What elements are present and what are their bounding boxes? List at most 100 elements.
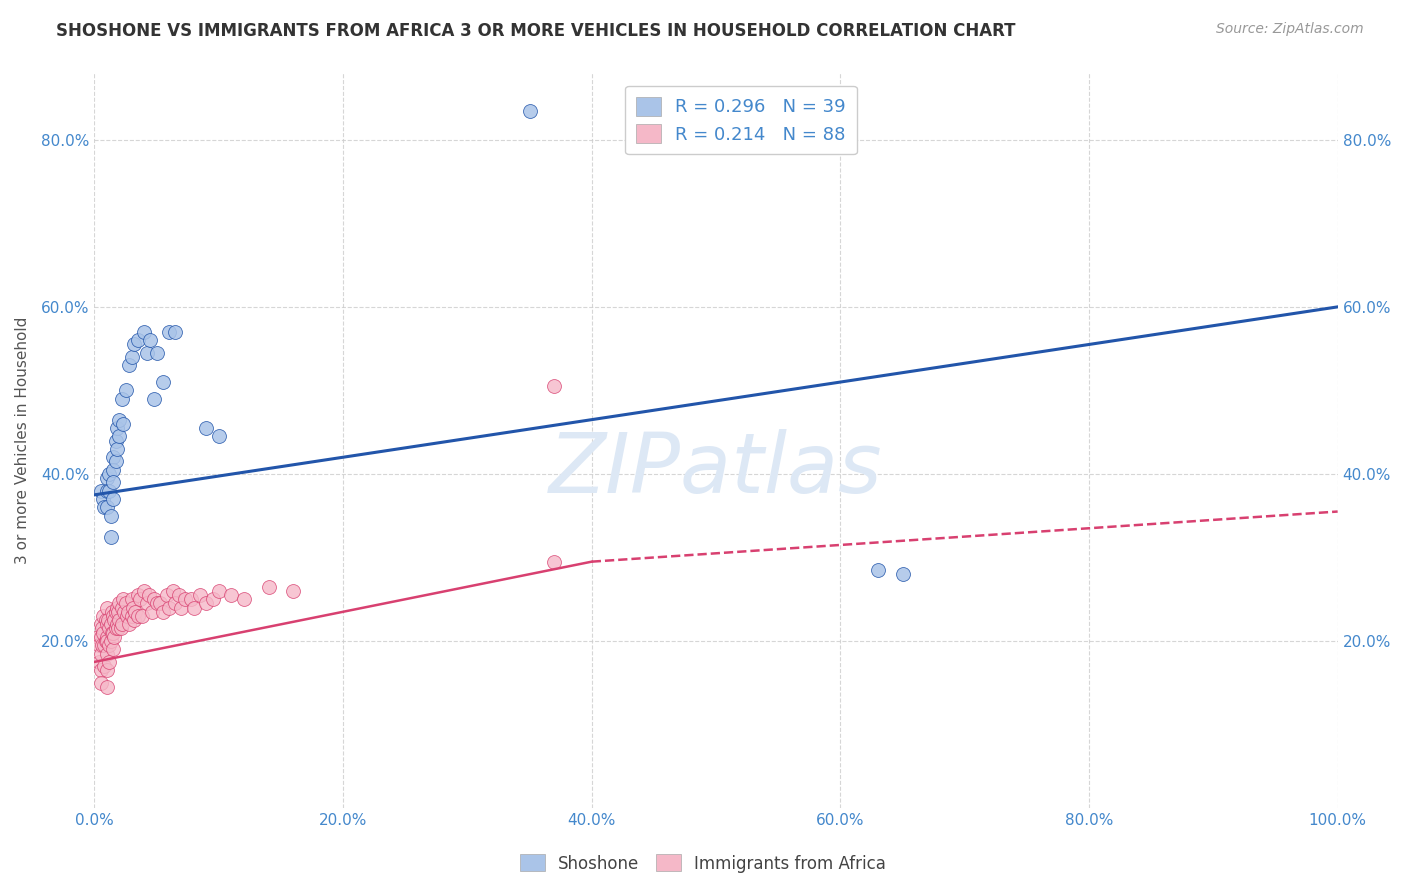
Point <box>105 442 128 456</box>
Point <box>103 613 125 627</box>
Point <box>165 596 187 610</box>
Point <box>90 630 112 644</box>
Point <box>129 592 152 607</box>
Point <box>94 613 117 627</box>
Point <box>219 588 242 602</box>
Point <box>104 605 127 619</box>
Point <box>105 421 128 435</box>
Point <box>866 563 889 577</box>
Point <box>188 588 211 602</box>
Point <box>96 471 118 485</box>
Text: SHOSHONE VS IMMIGRANTS FROM AFRICA 3 OR MORE VEHICLES IN HOUSEHOLD CORRELATION C: SHOSHONE VS IMMIGRANTS FROM AFRICA 3 OR … <box>56 22 1015 40</box>
Point <box>127 588 149 602</box>
Point <box>90 622 112 636</box>
Point <box>96 483 118 498</box>
Point <box>100 634 122 648</box>
Point <box>96 630 118 644</box>
Point <box>98 483 121 498</box>
Point <box>124 605 146 619</box>
Point <box>134 325 156 339</box>
Point <box>90 617 112 632</box>
Point <box>104 454 127 468</box>
Point <box>149 596 172 610</box>
Point <box>108 596 131 610</box>
Point <box>91 609 114 624</box>
Point <box>117 605 139 619</box>
Point <box>201 592 224 607</box>
Point <box>89 655 111 669</box>
Point <box>111 617 134 632</box>
Point <box>114 384 136 398</box>
Point <box>90 483 112 498</box>
Point <box>101 642 124 657</box>
Text: ZIPatlas: ZIPatlas <box>550 429 883 510</box>
Point <box>98 638 121 652</box>
Point <box>152 605 174 619</box>
Point <box>283 583 305 598</box>
Point <box>139 333 162 347</box>
Point <box>105 617 128 632</box>
Point <box>165 325 187 339</box>
Point <box>108 429 131 443</box>
Point <box>111 392 134 406</box>
Point <box>145 346 167 360</box>
Point <box>112 592 135 607</box>
Point <box>101 475 124 490</box>
Point <box>162 583 184 598</box>
Point <box>91 491 114 506</box>
Point <box>519 103 541 118</box>
Point <box>121 592 143 607</box>
Point <box>127 333 149 347</box>
Point <box>157 325 180 339</box>
Point <box>134 583 156 598</box>
Point <box>143 592 166 607</box>
Text: Source: ZipAtlas.com: Source: ZipAtlas.com <box>1216 22 1364 37</box>
Point <box>135 596 157 610</box>
Point <box>112 417 135 431</box>
Point <box>96 617 118 632</box>
Point <box>543 555 565 569</box>
Point <box>122 613 145 627</box>
Point <box>155 588 177 602</box>
Point <box>257 580 280 594</box>
Point <box>145 596 167 610</box>
Point <box>104 434 127 448</box>
Point <box>96 634 118 648</box>
Point <box>108 412 131 426</box>
Point <box>93 659 115 673</box>
Point <box>89 638 111 652</box>
Point <box>100 530 122 544</box>
Point <box>180 592 202 607</box>
Point <box>170 600 193 615</box>
Point <box>115 609 138 624</box>
Point <box>90 663 112 677</box>
Point <box>121 350 143 364</box>
Point <box>101 605 124 619</box>
Point <box>96 680 118 694</box>
Point <box>167 588 190 602</box>
Point <box>98 622 121 636</box>
Point <box>101 609 124 624</box>
Point <box>110 622 132 636</box>
Point <box>90 675 112 690</box>
Point <box>543 379 565 393</box>
Point <box>138 588 160 602</box>
Point <box>91 625 114 640</box>
Point <box>143 392 166 406</box>
Point <box>122 600 145 615</box>
Point <box>100 508 122 523</box>
Point <box>122 337 145 351</box>
Point <box>87 630 110 644</box>
Point <box>114 596 136 610</box>
Point <box>208 583 231 598</box>
Point <box>174 592 197 607</box>
Point <box>121 609 143 624</box>
Point <box>101 625 124 640</box>
Point <box>98 655 121 669</box>
Point <box>232 592 254 607</box>
Point <box>107 622 129 636</box>
Point <box>195 596 218 610</box>
Point <box>98 467 121 481</box>
Point <box>104 622 127 636</box>
Point <box>96 647 118 661</box>
